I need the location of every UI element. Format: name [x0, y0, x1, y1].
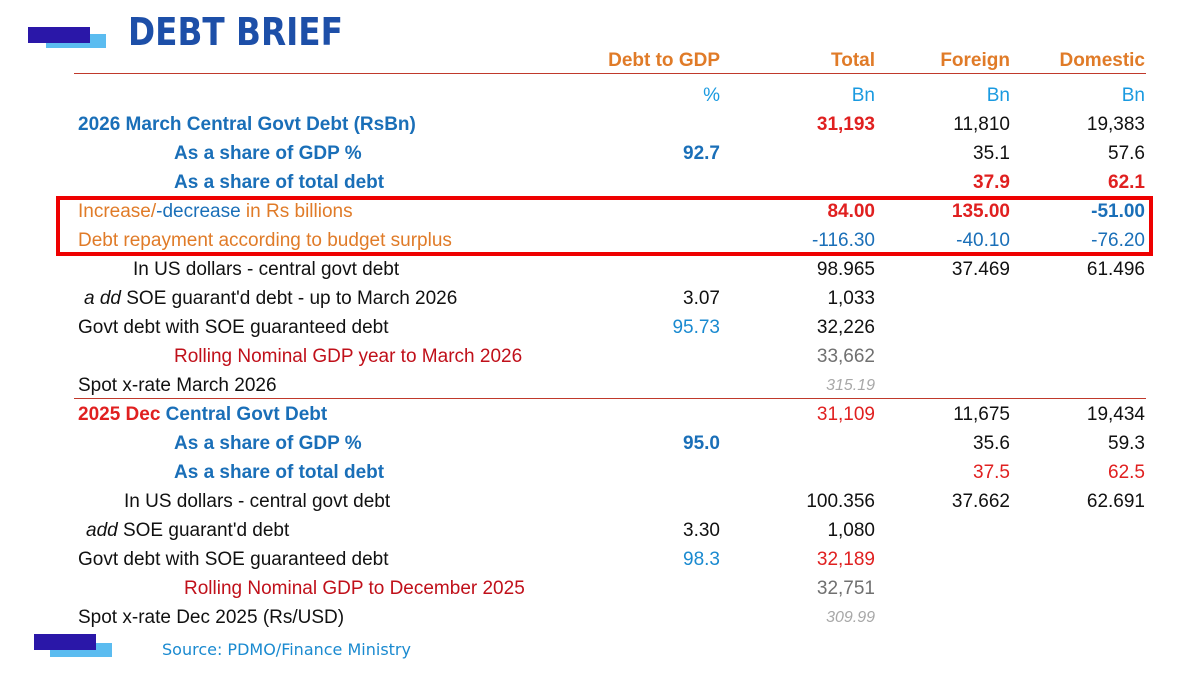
cell-gdp: 98.3	[683, 549, 720, 570]
table-row: Spot x-rate Dec 2025 (Rs/USD) 309.99	[0, 603, 1200, 632]
row-label: add SOE guarant'd debt	[86, 520, 290, 541]
unit-domestic: Bn	[1121, 85, 1145, 106]
header-divider	[74, 73, 1146, 74]
table-row: Govt debt with SOE guaranteed debt 98.3 …	[0, 545, 1200, 574]
row-label: As a share of GDP %	[174, 143, 362, 164]
section-2025-title: 2025 Dec Central Govt Debt	[78, 404, 328, 425]
cell-domestic: 61.496	[1086, 259, 1145, 280]
cell-foreign: 11,675	[953, 404, 1010, 425]
cell-foreign: 35.6	[973, 433, 1010, 454]
row-label: Rolling Nominal GDP to December 2025	[184, 578, 525, 599]
cell-total: 315.19	[826, 377, 875, 394]
row-label: In US dollars - central govt debt	[124, 491, 391, 512]
cell-gdp: 3.07	[683, 288, 720, 309]
section-2026-title: 2026 March Central Govt Debt (RsBn)	[78, 114, 416, 135]
cell-total: 309.99	[826, 609, 875, 626]
row-label: Spot x-rate Dec 2025 (Rs/USD)	[78, 607, 345, 628]
unit-gdp: %	[703, 85, 720, 106]
cell-total: 100.356	[806, 491, 875, 512]
cell-total: 1,033	[827, 288, 875, 309]
row-label: Spot x-rate March 2026	[78, 375, 277, 396]
cell-foreign: -40.10	[956, 230, 1010, 251]
table-row: In US dollars - central govt debt 100.35…	[0, 487, 1200, 516]
cell-foreign: 135.00	[951, 201, 1010, 222]
cell-foreign: 37.9	[973, 172, 1010, 193]
table-row: 2026 March Central Govt Debt (RsBn) 31,1…	[0, 110, 1200, 139]
cell-total: 32,189	[816, 549, 875, 570]
col-header-foreign: Foreign	[940, 50, 1010, 71]
row-label: Rolling Nominal GDP year to March 2026	[174, 346, 523, 367]
row-label: In US dollars - central govt debt	[133, 259, 400, 280]
cell-total: 32,751	[816, 578, 875, 599]
row-label: As a share of GDP %	[174, 433, 362, 454]
cell-domestic: -51.00	[1091, 201, 1145, 222]
highlight-box	[56, 196, 1153, 256]
row-label: As a share of total debt	[174, 462, 385, 483]
table-row: As a share of total debt 37.5 62.5	[0, 458, 1200, 487]
table-row: Spot x-rate March 2026 315.19	[0, 371, 1200, 400]
row-label: Increase/-decrease in Rs billions	[78, 201, 353, 222]
unit-total: Bn	[851, 85, 875, 106]
table-row: Rolling Nominal GDP year to March 2026 3…	[0, 342, 1200, 371]
source-note: Source: PDMO/Finance Ministry	[162, 640, 411, 659]
col-header-domestic: Domestic	[1059, 50, 1145, 71]
table-row: As a share of GDP % 95.0 35.6 59.3	[0, 429, 1200, 458]
row-label: As a share of total debt	[174, 172, 385, 193]
table-row: 2025 Dec Central Govt Debt 31,109 11,675…	[0, 400, 1200, 429]
cell-domestic: 62.1	[1108, 172, 1145, 193]
cell-total: 31,109	[816, 404, 875, 425]
cell-foreign: 37.5	[973, 462, 1010, 483]
column-header-row: Debt to GDP Total Foreign Domestic	[0, 46, 1200, 75]
row-label: Govt debt with SOE guaranteed debt	[78, 317, 389, 338]
cell-gdp: 3.30	[683, 520, 720, 541]
unit-foreign: Bn	[986, 85, 1010, 106]
page-title: DEBT BRIEF	[128, 10, 343, 54]
cell-total: 98.965	[816, 259, 875, 280]
cell-domestic: 59.3	[1108, 433, 1145, 454]
cell-foreign: 37.469	[951, 259, 1010, 280]
cell-total: 33,662	[816, 346, 875, 367]
cell-total: 31,193	[816, 114, 875, 135]
cell-total: 84.00	[827, 201, 875, 222]
table-row: As a share of total debt 37.9 62.1	[0, 168, 1200, 197]
cell-foreign: 37.662	[951, 491, 1010, 512]
cell-total: 1,080	[827, 520, 875, 541]
cell-foreign: 35.1	[973, 143, 1010, 164]
section-divider	[74, 398, 1146, 399]
cell-foreign: 11,810	[953, 114, 1010, 135]
cell-domestic: -76.20	[1091, 230, 1145, 251]
cell-domestic: 62.5	[1108, 462, 1145, 483]
cell-total: -116.30	[811, 230, 875, 251]
cell-gdp: 95.0	[683, 433, 720, 454]
table-row: Debt repayment according to budget surpl…	[0, 226, 1200, 255]
table-row: Increase/-decrease in Rs billions 84.00 …	[0, 197, 1200, 226]
row-label: Govt debt with SOE guaranteed debt	[78, 549, 389, 570]
cell-domestic: 57.6	[1108, 143, 1145, 164]
cell-total: 32,226	[816, 317, 875, 338]
table-row: add SOE guarant'd debt 3.30 1,080	[0, 516, 1200, 545]
cell-domestic: 19,434	[1086, 404, 1145, 425]
table-row: a dd SOE guarant'd debt - up to March 20…	[0, 284, 1200, 313]
cell-domestic: 62.691	[1086, 491, 1145, 512]
cell-domestic: 19,383	[1086, 114, 1145, 135]
units-row: % Bn Bn Bn	[0, 81, 1200, 110]
col-header-total: Total	[831, 50, 875, 71]
table-row: Govt debt with SOE guaranteed debt 95.73…	[0, 313, 1200, 342]
col-header-gdp: Debt to GDP	[608, 50, 720, 71]
table-row: As a share of GDP % 92.7 35.1 57.6	[0, 139, 1200, 168]
row-label: Debt repayment according to budget surpl…	[78, 230, 452, 251]
cell-gdp: 95.73	[672, 317, 720, 338]
table-row: In US dollars - central govt debt 98.965…	[0, 255, 1200, 284]
table-row: Rolling Nominal GDP to December 2025 32,…	[0, 574, 1200, 603]
cell-gdp: 92.7	[683, 143, 720, 164]
row-label: a dd SOE guarant'd debt - up to March 20…	[84, 288, 458, 309]
